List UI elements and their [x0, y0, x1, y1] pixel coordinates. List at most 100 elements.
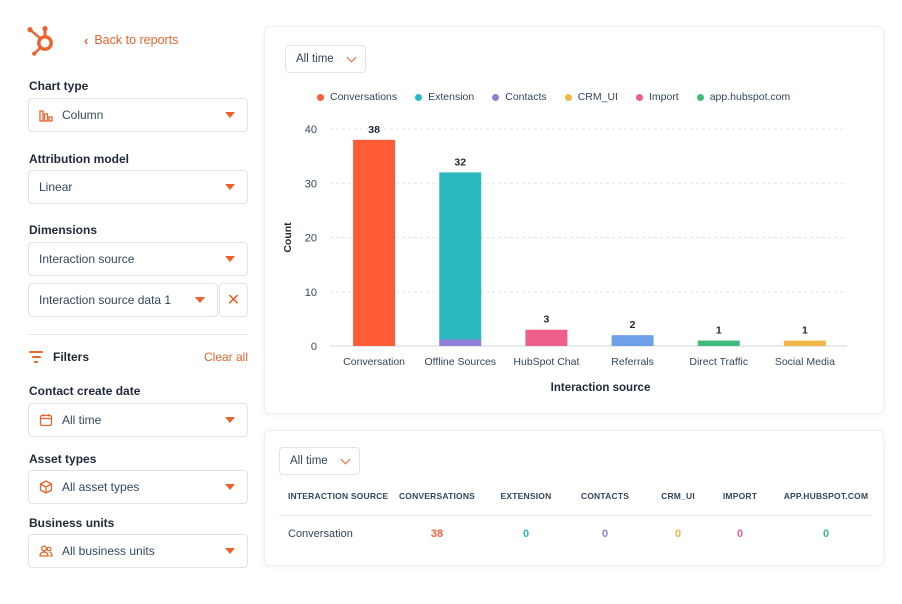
table-divider — [279, 515, 871, 516]
table-column-header[interactable]: INTERACTION SOURCE — [288, 491, 389, 501]
chevron-down-icon — [340, 454, 351, 464]
table-time-filter-dropdown[interactable]: All time — [279, 447, 360, 475]
caret-down-icon — [195, 297, 205, 303]
bar-segment — [783, 340, 826, 346]
legend-label: Contacts — [505, 91, 547, 103]
chevron-left-icon: ‹ — [84, 32, 89, 48]
table-column-header[interactable]: EXTENSION — [500, 491, 552, 501]
legend-item[interactable]: Contacts — [492, 91, 547, 103]
asset-types-dropdown[interactable]: All asset types — [28, 470, 248, 504]
dimension-secondary-value: Interaction source data 1 — [39, 293, 172, 307]
business-units-value: All business units — [62, 544, 155, 558]
legend-item[interactable]: Conversations — [317, 91, 397, 103]
table-cell-value: 0 — [736, 528, 744, 540]
chart-time-filter-value: All time — [296, 53, 334, 65]
table-column-header[interactable]: IMPORT — [722, 491, 758, 501]
legend-label: app.hubspot.com — [709, 91, 791, 103]
chart-type-value: Column — [62, 108, 104, 122]
x-tick-label: HubSpot Chat — [513, 356, 579, 368]
x-tick-label: Direct Traffic — [689, 356, 748, 368]
column-chart-icon — [39, 108, 53, 122]
business-units-dropdown[interactable]: All business units — [28, 534, 248, 568]
data-label: 3 — [543, 314, 549, 326]
legend-swatch — [492, 93, 500, 101]
x-axis-title: Interaction source — [551, 382, 651, 394]
users-icon — [39, 544, 53, 558]
attribution-model-value: Linear — [39, 180, 73, 194]
x-tick-label: Referrals — [611, 356, 654, 368]
attribution-model-dropdown[interactable]: Linear — [28, 170, 248, 204]
legend-swatch — [317, 93, 324, 101]
dimension-primary-dropdown[interactable]: Interaction source — [28, 242, 248, 276]
remove-dimension-button[interactable]: ✕ — [219, 283, 248, 317]
bar-segment — [439, 172, 482, 340]
calendar-icon — [39, 413, 53, 427]
y-tick-label: 10 — [305, 287, 317, 299]
table-cell-value: 0 — [601, 528, 609, 540]
y-axis-title: Count — [282, 222, 294, 253]
y-tick-label: 40 — [305, 124, 317, 136]
data-label: 1 — [802, 325, 808, 337]
legend-item[interactable]: CRM_UI — [564, 91, 618, 103]
contact-create-date-dropdown[interactable]: All time — [28, 403, 248, 437]
clear-all-button[interactable]: Clear all — [203, 350, 248, 364]
back-to-reports-link[interactable]: ‹ Back to reports — [84, 33, 178, 47]
data-label: 1 — [716, 325, 722, 337]
y-tick-label: 30 — [305, 178, 317, 190]
legend-swatch — [564, 93, 572, 101]
legend-label: CRM_UI — [577, 91, 618, 103]
dimensions-label: Dimensions — [29, 223, 98, 237]
table-cell-value: 0 — [674, 528, 682, 540]
dimension-secondary-dropdown[interactable]: Interaction source data 1 — [28, 283, 218, 317]
bar-segment — [439, 339, 482, 346]
contact-create-date-value: All time — [62, 413, 102, 427]
legend-item[interactable]: Extension — [415, 91, 474, 103]
data-label: 32 — [454, 156, 466, 168]
asset-types-value: All asset types — [62, 480, 140, 494]
table-time-filter-value: All time — [290, 455, 328, 467]
cube-icon — [39, 480, 53, 494]
legend-label: Extension — [428, 91, 475, 103]
legend-swatch — [415, 93, 423, 101]
caret-down-icon — [225, 112, 235, 118]
table-card: All time INTERACTION SOURCE CONVERSATIONS… — [264, 430, 884, 566]
sidebar-divider — [28, 334, 248, 335]
filters-header: Filters Clear all — [29, 350, 248, 364]
data-label: 38 — [368, 124, 380, 136]
table-column-header[interactable]: CRM_UI — [661, 491, 695, 501]
chart-time-filter-dropdown[interactable]: All time — [285, 45, 366, 73]
legend-item[interactable]: app.hubspot.com — [696, 91, 791, 103]
bar-segment — [353, 139, 396, 346]
legend-item[interactable]: Import — [635, 91, 679, 103]
caret-down-icon — [225, 184, 235, 190]
attribution-model-label: Attribution model — [29, 152, 129, 166]
table-column-header[interactable]: APP.HUBSPOT.COM — [783, 491, 869, 501]
chart-type-dropdown[interactable]: Column — [28, 98, 248, 132]
legend-swatch — [696, 93, 704, 101]
chart-card: All time Conversations Extension Contacts C… — [264, 26, 884, 414]
dimension-primary-value: Interaction source — [39, 252, 135, 266]
table-column-header[interactable]: CONVERSATIONS — [398, 491, 476, 501]
y-tick-label: 0 — [311, 341, 317, 353]
table-header: INTERACTION SOURCE CONVERSATIONS EXTENSION… — [265, 491, 885, 515]
bar-segment — [525, 329, 568, 346]
caret-down-icon — [225, 256, 235, 262]
filters-title: Filters — [53, 350, 90, 364]
table-cell-value: 0 — [522, 528, 530, 540]
data-label: 2 — [630, 319, 636, 331]
table-cell-value: 38 — [430, 528, 444, 540]
caret-down-icon — [225, 417, 235, 423]
business-units-label: Business units — [29, 516, 115, 530]
x-tick-label: Conversation — [343, 356, 405, 368]
x-tick-label: Offline Sources — [424, 356, 496, 368]
caret-down-icon — [225, 484, 235, 490]
chart-type-label: Chart type — [29, 79, 89, 93]
table-column-header[interactable]: CONTACTS — [580, 491, 630, 501]
bar-segment — [611, 335, 654, 346]
asset-types-label: Asset types — [29, 452, 97, 466]
contact-create-date-label: Contact create date — [29, 384, 141, 398]
bar-segment — [697, 340, 740, 346]
legend-label: Conversations — [330, 91, 398, 103]
legend-swatch — [635, 93, 643, 101]
legend-label: Import — [648, 91, 679, 103]
